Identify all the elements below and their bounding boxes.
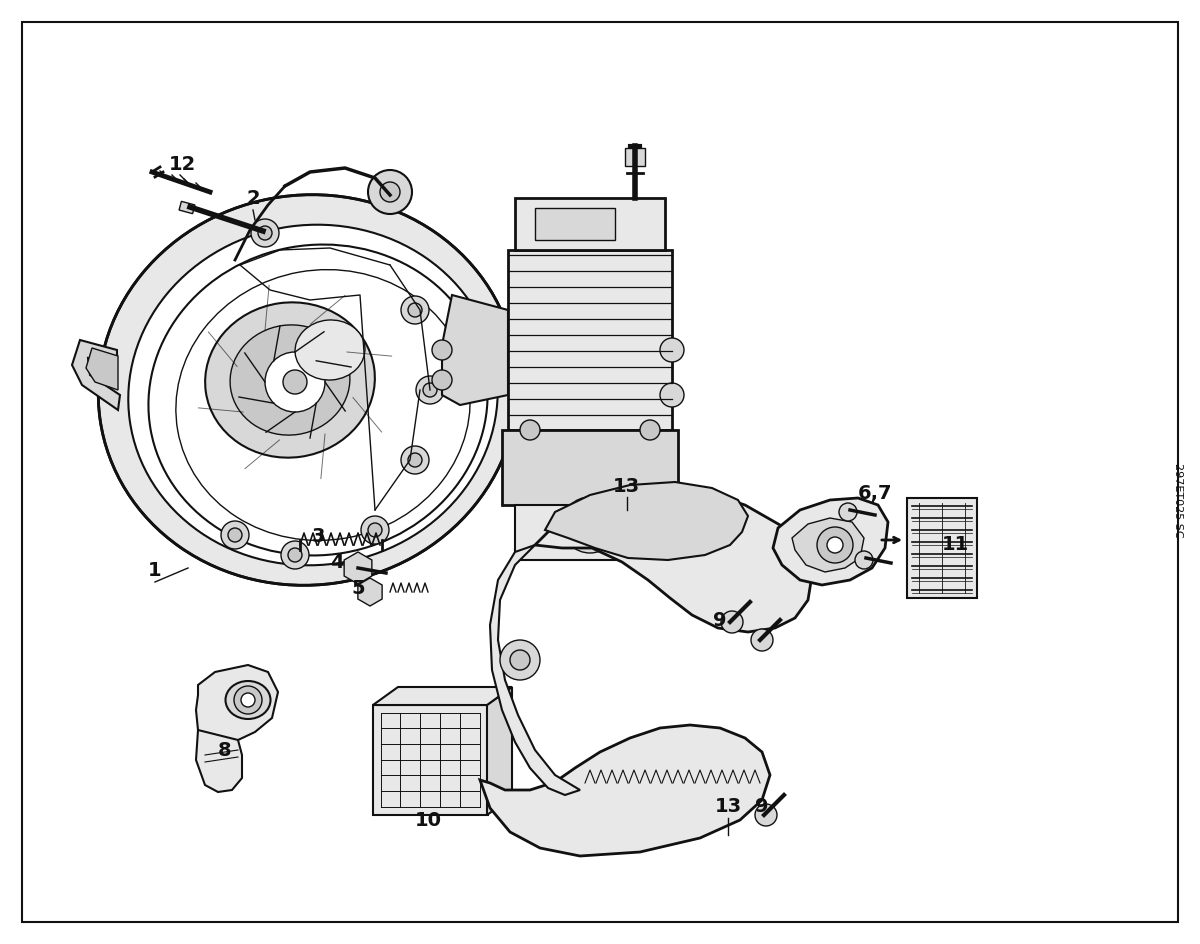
Ellipse shape — [295, 320, 365, 380]
Text: 9: 9 — [755, 797, 769, 816]
Polygon shape — [773, 498, 888, 585]
Text: 13: 13 — [612, 478, 640, 497]
Polygon shape — [442, 295, 508, 405]
Polygon shape — [86, 348, 118, 390]
Circle shape — [510, 650, 530, 670]
Circle shape — [361, 516, 389, 544]
Text: 10: 10 — [414, 811, 442, 830]
Circle shape — [234, 686, 262, 714]
Bar — [625, 148, 646, 166]
Text: 2: 2 — [246, 189, 260, 208]
Circle shape — [751, 629, 773, 651]
Ellipse shape — [98, 194, 517, 585]
Circle shape — [416, 376, 444, 404]
Circle shape — [575, 510, 605, 540]
Circle shape — [755, 804, 778, 826]
Circle shape — [380, 182, 400, 202]
Text: 9: 9 — [713, 611, 727, 630]
Circle shape — [408, 453, 422, 467]
Text: 3: 3 — [311, 528, 325, 547]
Circle shape — [500, 640, 540, 680]
Circle shape — [562, 497, 618, 553]
Text: 5: 5 — [352, 579, 365, 598]
Text: 11: 11 — [941, 535, 968, 554]
Polygon shape — [72, 340, 120, 410]
Circle shape — [251, 219, 278, 247]
Circle shape — [401, 296, 430, 324]
Circle shape — [640, 420, 660, 440]
Ellipse shape — [205, 302, 374, 458]
Ellipse shape — [226, 681, 270, 719]
Circle shape — [854, 551, 874, 569]
Polygon shape — [196, 665, 278, 742]
Circle shape — [288, 548, 302, 562]
Circle shape — [228, 528, 242, 542]
Polygon shape — [545, 482, 748, 560]
Polygon shape — [792, 518, 864, 572]
Circle shape — [221, 521, 250, 549]
Circle shape — [660, 338, 684, 362]
Text: 13: 13 — [714, 797, 742, 816]
Circle shape — [401, 446, 430, 474]
Circle shape — [839, 503, 857, 521]
Text: 297ET025 SC: 297ET025 SC — [1174, 463, 1183, 537]
Circle shape — [408, 303, 422, 317]
Bar — [508, 250, 672, 430]
Text: 4: 4 — [330, 552, 344, 571]
Bar — [373, 705, 488, 815]
Ellipse shape — [230, 325, 350, 435]
Polygon shape — [490, 545, 580, 795]
Circle shape — [368, 170, 412, 214]
Text: 1: 1 — [148, 561, 162, 580]
Bar — [515, 505, 665, 560]
Circle shape — [660, 383, 684, 407]
Polygon shape — [373, 687, 512, 705]
Circle shape — [432, 340, 452, 360]
Circle shape — [817, 527, 853, 563]
Circle shape — [424, 383, 437, 397]
Polygon shape — [487, 687, 512, 815]
Bar — [515, 198, 665, 250]
Circle shape — [265, 352, 325, 412]
Circle shape — [368, 523, 382, 537]
Text: 12: 12 — [168, 156, 196, 175]
Ellipse shape — [128, 225, 498, 565]
Circle shape — [721, 611, 743, 633]
Polygon shape — [535, 488, 812, 632]
Circle shape — [281, 541, 310, 569]
Bar — [502, 430, 678, 505]
Bar — [535, 208, 616, 240]
Circle shape — [258, 226, 272, 240]
Circle shape — [827, 537, 842, 553]
Bar — [907, 498, 977, 598]
Circle shape — [283, 370, 307, 394]
Text: 6,7: 6,7 — [858, 483, 893, 502]
Bar — [179, 201, 194, 213]
Circle shape — [241, 693, 256, 707]
Text: 8: 8 — [218, 740, 232, 760]
Polygon shape — [480, 725, 770, 856]
Circle shape — [520, 420, 540, 440]
Circle shape — [432, 370, 452, 390]
Polygon shape — [196, 730, 242, 792]
